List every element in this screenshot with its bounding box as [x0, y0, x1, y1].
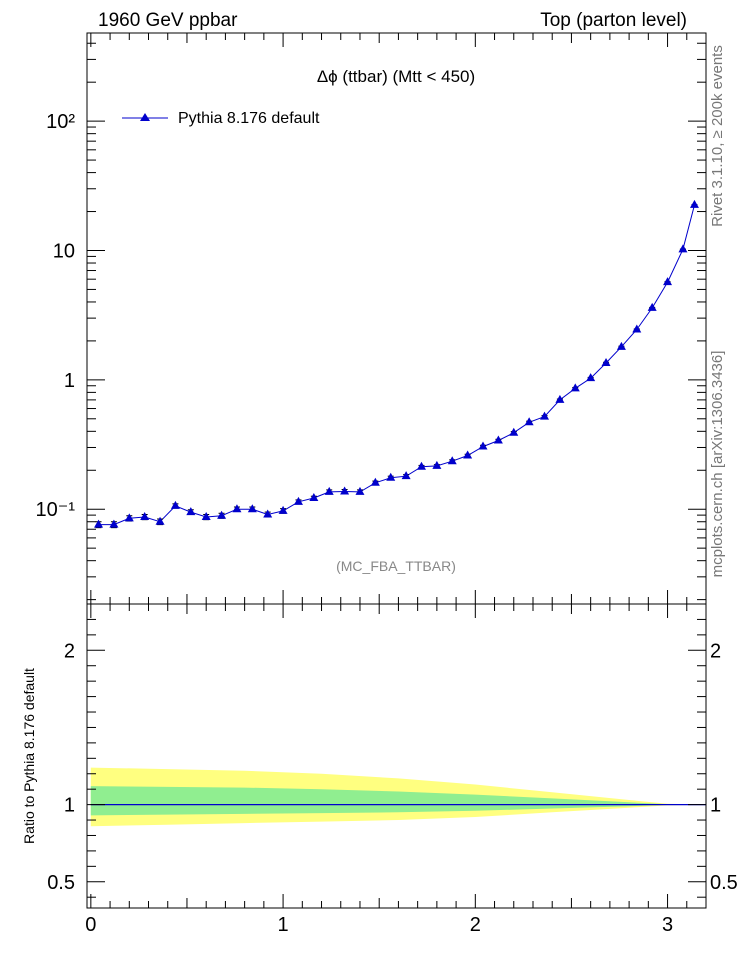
data-point [170, 500, 180, 509]
data-point [463, 450, 473, 459]
data-point [632, 324, 642, 333]
ratio-y-tick-label-right: 0.5 [710, 872, 738, 894]
main-axis-ticks [87, 33, 707, 604]
data-point [355, 486, 365, 495]
side-label-mcplots: mcplots.cern.ch [arXiv:1306.3436] [709, 351, 726, 578]
data-point [155, 516, 165, 525]
x-tick-label: 3 [662, 914, 673, 936]
data-point [186, 507, 196, 516]
chart-title: Δϕ (ttbar) (Mtt < 450) [317, 67, 475, 86]
data-point [247, 504, 257, 513]
data-point [416, 461, 426, 470]
ratio-axis-ticks [87, 604, 707, 908]
y-tick-label: 1 [64, 370, 75, 392]
data-point [217, 510, 227, 519]
data-point [555, 394, 565, 403]
data-point [663, 277, 673, 286]
data-point [124, 513, 134, 522]
data-point [601, 357, 611, 366]
data-point [493, 435, 503, 444]
ratio-panel: 0.5 0.5 1 1 2 2 0 1 2 3 Ratio to Pythia 8.176 def… [21, 603, 738, 936]
data-point [540, 411, 550, 420]
series-line-pythia [98, 204, 695, 526]
data-point [524, 417, 534, 426]
side-label-rivet: Rivet 3.1.10, ≥ 200k events [709, 45, 726, 227]
legend-entry-pythia: Pythia 8.176 default [178, 110, 320, 127]
x-tick-label: 1 [278, 914, 289, 936]
ratio-y-tick-label-left: 2 [64, 640, 75, 662]
ratio-y-tick-label-left: 1 [64, 795, 75, 817]
data-point [309, 493, 319, 502]
data-point [340, 486, 350, 495]
data-point [324, 486, 334, 495]
data-point [432, 460, 442, 469]
ratio-ylabel: Ratio to Pythia 8.176 default [21, 668, 37, 844]
data-point [616, 341, 626, 350]
data-point [370, 477, 380, 486]
data-point [263, 509, 273, 518]
ratio-y-tick-label-right: 2 [710, 640, 721, 662]
header-right: Top (parton level) [540, 10, 687, 31]
data-point [678, 244, 688, 253]
ratio-y-tick-label-left: 0.5 [47, 872, 75, 894]
data-point [94, 519, 104, 528]
data-point [140, 512, 150, 521]
data-point [647, 302, 657, 311]
data-point [293, 496, 303, 505]
y-tick-label: 10² [46, 111, 75, 133]
x-tick-label: 0 [85, 914, 96, 936]
data-point [478, 441, 488, 450]
ratio-y-tick-label-right: 1 [710, 795, 721, 817]
data-point [386, 472, 396, 481]
ratio-bands [90, 767, 707, 827]
analysis-tag: (MC_FBA_TTBAR) [336, 558, 456, 574]
header-left: 1960 GeV ppbar [98, 10, 238, 31]
legend-marker [140, 113, 150, 121]
data-point [689, 199, 699, 208]
ratio-panel-frame [86, 603, 707, 909]
data-point [278, 505, 288, 514]
data-point [401, 471, 411, 480]
main-panel: 10⁻¹ 1 10 10² Δϕ (ttbar) (Mtt < 450) (MC_FB… [36, 32, 707, 605]
main-series-layer [94, 199, 699, 529]
data-point [201, 512, 211, 521]
x-tick-label: 2 [470, 914, 481, 936]
y-tick-label: 10⁻¹ [36, 499, 76, 521]
data-point [570, 383, 580, 392]
legend: Pythia 8.176 default [122, 110, 320, 127]
data-point [509, 427, 519, 436]
ratio-band-inner [90, 786, 707, 816]
y-tick-label: 10 [53, 240, 75, 262]
data-point [232, 504, 242, 513]
data-point [447, 456, 457, 465]
data-point [586, 373, 596, 382]
data-point [109, 519, 119, 528]
